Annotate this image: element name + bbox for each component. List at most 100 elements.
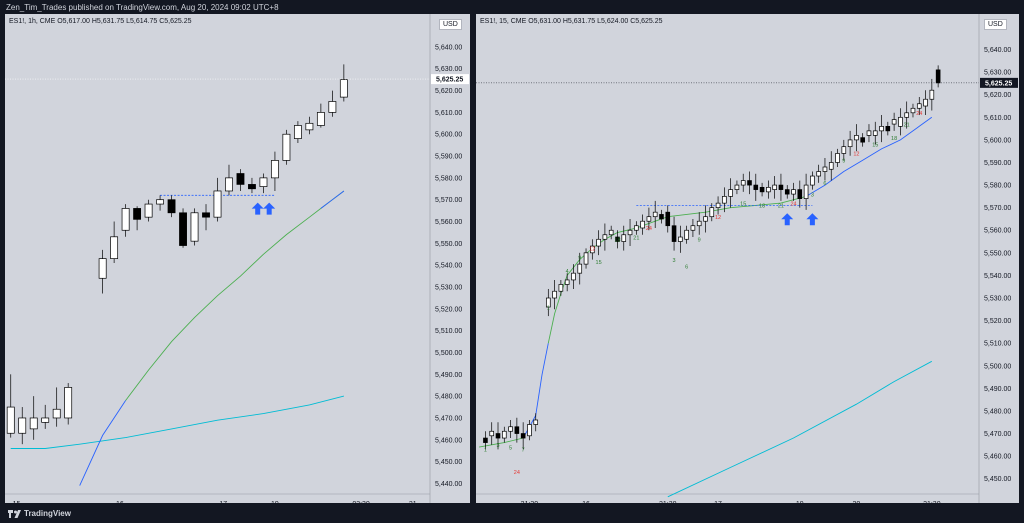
- up-arrow-icon[interactable]: [806, 213, 819, 226]
- candle-bull[interactable]: [715, 202, 721, 209]
- candle-bull[interactable]: [816, 171, 821, 177]
- candle-bull[interactable]: [810, 175, 815, 186]
- tradingview-logo-icon[interactable]: [8, 509, 22, 519]
- candle-bear[interactable]: [797, 189, 803, 199]
- candle-bull[interactable]: [847, 139, 853, 148]
- candle-bull[interactable]: [29, 417, 38, 430]
- candle-bull[interactable]: [596, 238, 601, 247]
- candle-bull[interactable]: [898, 116, 903, 127]
- candle-bull[interactable]: [546, 297, 551, 308]
- candle-bull[interactable]: [558, 284, 564, 292]
- up-arrow-icon[interactable]: [781, 213, 794, 226]
- candle-bull[interactable]: [772, 184, 777, 190]
- candle-bear[interactable]: [483, 437, 488, 443]
- candle-bear[interactable]: [179, 212, 187, 246]
- candle-bear[interactable]: [520, 433, 526, 439]
- candle-bull[interactable]: [923, 98, 928, 107]
- candle-bull[interactable]: [904, 112, 909, 118]
- candle-bull[interactable]: [621, 234, 627, 242]
- candle-bull[interactable]: [835, 153, 840, 163]
- candle-bull[interactable]: [791, 189, 796, 195]
- candle-bull[interactable]: [339, 79, 348, 98]
- candle-bull[interactable]: [316, 112, 325, 126]
- candle-bull[interactable]: [552, 290, 557, 299]
- candle-bull[interactable]: [110, 236, 119, 259]
- candle-bull[interactable]: [6, 406, 15, 434]
- currency-button-left[interactable]: USD: [439, 19, 462, 30]
- candle-bull[interactable]: [305, 122, 314, 131]
- candle-bull[interactable]: [891, 119, 897, 125]
- price-chart-left[interactable]: 5,440.00 5,450.00 5,460.00 5,470.00 5,480.00…: [5, 14, 470, 503]
- candle-bull[interactable]: [571, 272, 576, 281]
- candle-bull[interactable]: [766, 186, 771, 193]
- candle-bull[interactable]: [652, 211, 658, 218]
- candle-bull[interactable]: [508, 426, 513, 432]
- up-arrow-icon[interactable]: [251, 202, 264, 215]
- tradingview-brand[interactable]: TradingView: [24, 509, 71, 518]
- candle-bear[interactable]: [747, 180, 752, 186]
- candle-bull[interactable]: [734, 184, 740, 190]
- up-arrow-icon[interactable]: [263, 202, 276, 215]
- price-chart-right[interactable]: 5,450.00 5,460.00 5,470.00 5,480.00 5,490.00…: [476, 14, 1019, 503]
- candle-bull[interactable]: [577, 263, 583, 274]
- candle-bull[interactable]: [627, 229, 633, 236]
- candle-bull[interactable]: [583, 252, 589, 265]
- candle-bull[interactable]: [328, 101, 337, 113]
- candle-bull[interactable]: [690, 225, 696, 231]
- candle-bull[interactable]: [879, 125, 884, 132]
- currency-button-right[interactable]: USD: [984, 19, 1007, 30]
- candle-bear[interactable]: [885, 125, 891, 132]
- candle-bull[interactable]: [501, 430, 507, 439]
- candle-bull[interactable]: [696, 220, 702, 227]
- candle-bull[interactable]: [225, 177, 233, 192]
- candle-bear[interactable]: [753, 184, 759, 190]
- candle-bull[interactable]: [527, 424, 532, 437]
- candle-bear[interactable]: [495, 433, 501, 439]
- candle-bull[interactable]: [282, 133, 291, 161]
- candle-bull[interactable]: [740, 180, 746, 186]
- candle-bear[interactable]: [665, 211, 671, 227]
- candle-bull[interactable]: [98, 258, 107, 279]
- candle-bull[interactable]: [489, 430, 495, 437]
- candle-bear[interactable]: [167, 199, 176, 214]
- candle-bull[interactable]: [640, 220, 645, 229]
- candle-bear[interactable]: [615, 236, 620, 242]
- candle-bull[interactable]: [590, 245, 595, 254]
- candle-bear[interactable]: [202, 212, 210, 218]
- candle-bear[interactable]: [514, 426, 520, 434]
- candle-bear[interactable]: [248, 184, 256, 190]
- candle-bear[interactable]: [784, 189, 790, 195]
- candle-bull[interactable]: [271, 160, 279, 179]
- candle-bear[interactable]: [935, 69, 941, 84]
- candle-bull[interactable]: [41, 417, 50, 423]
- candle-bull[interactable]: [822, 166, 828, 172]
- candle-bull[interactable]: [709, 207, 715, 218]
- candle-bull[interactable]: [634, 225, 639, 231]
- candle-bull[interactable]: [854, 135, 859, 141]
- candle-bull[interactable]: [684, 229, 689, 240]
- candle-bull[interactable]: [213, 190, 222, 218]
- candle-bull[interactable]: [828, 162, 834, 170]
- candle-bull[interactable]: [803, 184, 809, 199]
- candle-bear[interactable]: [671, 225, 677, 242]
- candle-bear[interactable]: [778, 184, 784, 190]
- candle-bull[interactable]: [293, 125, 302, 139]
- candle-bull[interactable]: [533, 419, 539, 425]
- candle-bear[interactable]: [133, 208, 142, 220]
- candle-bull[interactable]: [929, 89, 935, 100]
- candle-bull[interactable]: [866, 130, 872, 136]
- candle-bull[interactable]: [910, 107, 916, 114]
- candle-bull[interactable]: [728, 189, 733, 197]
- candle-bull[interactable]: [121, 208, 130, 231]
- candle-bull[interactable]: [703, 216, 708, 222]
- candle-bull[interactable]: [678, 236, 683, 242]
- candle-bear[interactable]: [759, 186, 765, 193]
- candle-bull[interactable]: [841, 146, 847, 154]
- candle-bull[interactable]: [872, 130, 878, 136]
- candle-bull[interactable]: [190, 212, 199, 242]
- candle-bull[interactable]: [156, 199, 164, 205]
- candle-bull[interactable]: [722, 196, 727, 204]
- candle-bear[interactable]: [236, 173, 245, 185]
- candle-bull[interactable]: [608, 229, 614, 236]
- candle-bull[interactable]: [916, 103, 922, 109]
